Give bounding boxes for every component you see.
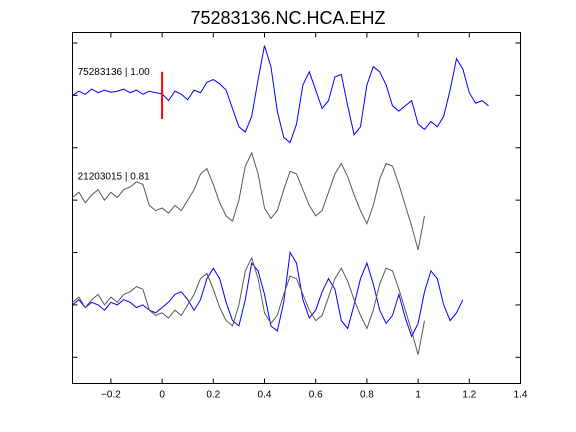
trace-line: [72, 256, 425, 355]
x-tick-label: 1.2: [462, 390, 476, 401]
trace-label: 21203015 | 0.81: [78, 172, 151, 183]
x-tick-label: −0.2: [101, 390, 121, 401]
x-tick-label: 0.4: [258, 390, 272, 401]
x-tick-label: 0.8: [360, 390, 374, 401]
overlays: 75283136 | 1.00 21203015 | 0.81: [78, 67, 164, 183]
x-tick-label: 0.6: [309, 390, 323, 401]
trace-label: 75283136 | 1.00: [78, 67, 151, 78]
trace-line: [72, 45, 489, 144]
x-tick-label: 0: [159, 390, 165, 401]
traces: [72, 45, 489, 355]
x-tick-label: 1.4: [514, 390, 528, 401]
plot-frame: [72, 32, 521, 384]
x-tick-label: 0.2: [206, 390, 220, 401]
y-axis: [72, 42, 521, 358]
x-axis: −0.2 0 0.2 0.4 0.6 0.8 1 1.2 1.4: [101, 32, 528, 401]
x-tick-label: 1: [415, 390, 421, 401]
trace-line: [72, 251, 464, 338]
chart-title: 75283136.NC.HCA.EHZ: [190, 8, 385, 28]
trace-line: [72, 151, 425, 251]
